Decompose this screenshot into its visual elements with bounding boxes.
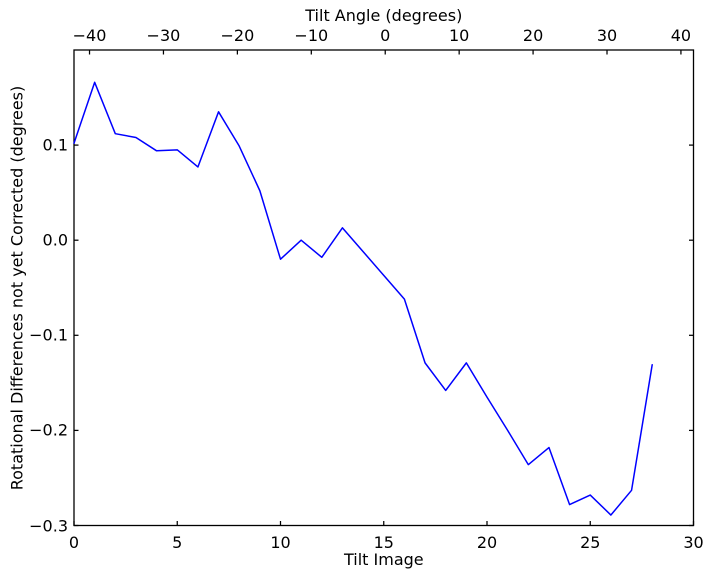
y-axis-title: Rotational Differences not yet Corrected… [7, 85, 27, 490]
plot-frame [73, 49, 695, 527]
x-tick-label: 0 [68, 533, 80, 552]
x-axis-title: Tilt Image [343, 550, 424, 569]
y-tick-label: 0.0 [42, 230, 68, 250]
x-tick-label: 5 [172, 533, 183, 552]
y-tick-label: −0.1 [29, 325, 68, 345]
top-tick-label: 0 [380, 25, 391, 45]
x-tick-label: 20 [476, 533, 498, 552]
y-tick-label: 0.1 [42, 135, 68, 155]
x-tick-label: 15 [373, 533, 394, 552]
top-axis-title: Tilt Angle (degrees) [305, 6, 463, 25]
top-tick-label: 30 [596, 25, 618, 45]
top-tick-label: −20 [220, 25, 255, 45]
top-tick-label: −10 [294, 25, 329, 45]
x-tick-label: 10 [270, 533, 291, 552]
data-line-rotational-difference [73, 81, 653, 516]
top-tick-label: −30 [146, 25, 181, 45]
top-tick-label: 10 [448, 25, 470, 45]
x-tick-label: 25 [580, 533, 601, 552]
y-tick-label: −0.3 [29, 516, 68, 535]
top-tick-label: 40 [670, 25, 692, 45]
top-tick-label: 20 [522, 25, 544, 45]
y-tick-label: −0.2 [29, 420, 68, 440]
top-tick-label: −40 [72, 25, 107, 45]
x-tick-label: 30 [683, 533, 704, 552]
